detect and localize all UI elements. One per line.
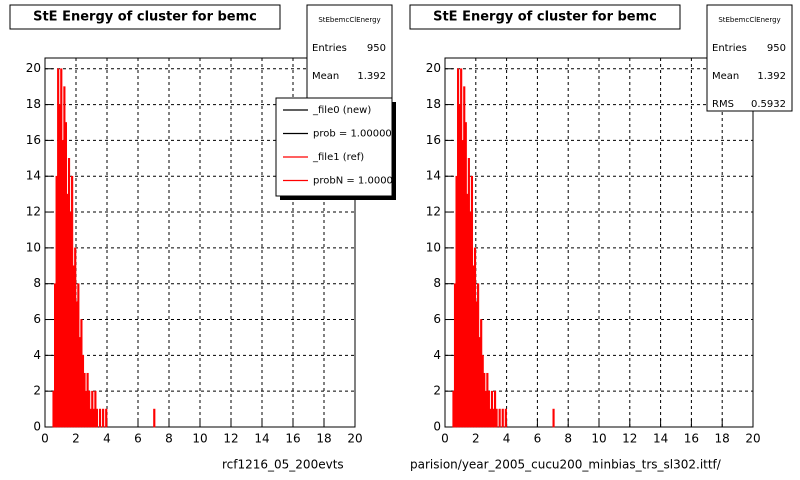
x-tick-label: 14 [254,432,269,446]
note: parision/year_2005_cucu200_minbias_trs_s… [410,458,722,472]
y-tick-label: 4 [433,348,441,362]
stats-label: Mean [712,71,739,82]
x-tick-label: 4 [503,432,511,446]
x-tick-label: 2 [472,432,480,446]
bar [102,408,105,428]
chart-title: StE Energy of cluster for bemc [33,10,257,25]
x-tick-label: 20 [745,432,760,446]
y-tick-label: 2 [433,384,441,398]
y-tick-label: 2 [33,384,41,398]
legend-box [275,97,393,197]
stats-box [706,4,793,112]
bar [552,408,555,428]
legend-label: _file0 (new) [312,105,371,116]
stats-label: Entries [312,43,347,54]
bar [95,408,99,428]
bar [98,408,102,428]
x-tick-label: 18 [715,432,730,446]
x-tick-label: 18 [316,432,331,446]
x-tick-label: 14 [653,432,668,446]
x-tick-label: 10 [591,432,606,446]
x-tick-label: 8 [165,432,173,446]
y-tick-label: 18 [26,97,41,111]
x-tick-label: 6 [534,432,542,446]
bar [501,408,504,428]
y-tick-label: 10 [26,240,41,254]
stats-value: 950 [767,43,786,54]
stats-label: RMS [712,99,734,110]
y-tick-label: 6 [33,312,41,326]
x-tick-label: 12 [223,432,238,446]
x-tick-label: 0 [441,432,449,446]
x-tick-label: 8 [564,432,572,446]
y-tick-label: 8 [433,276,441,290]
legend-label: _file1 (ref) [312,152,364,163]
x-tick-label: 16 [684,432,699,446]
stats-label: Entries [712,43,747,54]
stats-value: 0.5932 [751,99,786,110]
x-tick-label: 2 [72,432,80,446]
legend: _file0 (new) prob = 1.000000 _file1 (ref) p… [283,105,406,187]
y-tick-label: 16 [426,133,441,147]
y-tick-label: 14 [26,169,41,183]
x-tick-label: 0 [41,432,49,446]
x-tick-label: 10 [192,432,207,446]
y-tick-label: 8 [33,276,41,290]
stats-name: StEbemcClEnergy [318,16,380,24]
y-tick-label: 0 [33,420,41,434]
legend-label: probN = 1.000000 [313,176,406,187]
bar [105,408,108,428]
stats-value: 950 [367,43,386,54]
stats-box [306,4,393,112]
y-tick-label: 20 [26,61,41,75]
title-box [409,4,681,30]
stats-name: StEbemcClEnergy [718,16,780,24]
x-tick-label: 20 [347,432,362,446]
stats-value: 1.392 [357,71,386,82]
x-tick-label: 6 [134,432,142,446]
x-tick-label: 16 [285,432,300,446]
x-tick-label: 4 [103,432,111,446]
stats-value: 1.392 [757,71,786,82]
bar [495,408,498,428]
y-tick-label: 6 [433,312,441,326]
y-tick-label: 18 [426,97,441,111]
y-tick-label: 4 [33,348,41,362]
y-tick-label: 12 [426,205,441,219]
y-tick-label: 12 [26,205,41,219]
bar [504,408,507,428]
legend-label: prob = 1.000000 [313,129,398,140]
y-tick-label: 16 [26,133,41,147]
bar [153,408,156,428]
y-tick-label: 14 [426,169,441,183]
stats-label: Mean [312,71,339,82]
bar [498,408,501,428]
x-tick-label: 12 [622,432,637,446]
y-tick-label: 0 [433,420,441,434]
y-tick-label: 10 [426,240,441,254]
title-box [9,4,281,30]
note: rcf1216_05_200evts [222,458,344,472]
chart-title: StE Energy of cluster for bemc [433,10,657,25]
y-tick-label: 20 [426,61,441,75]
